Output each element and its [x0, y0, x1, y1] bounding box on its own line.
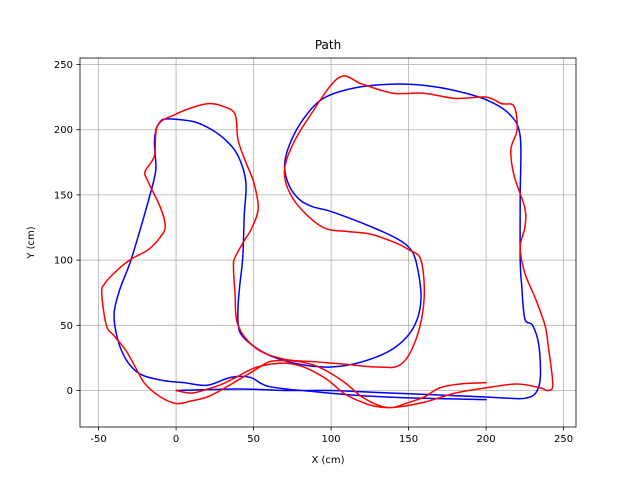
plot-frame: [79, 57, 577, 428]
y-tick-label: 200: [54, 125, 73, 136]
axis-ticks: -50 0 50 100 150 200 250 0 50 100 150 200 250: [54, 60, 573, 445]
x-tick-label: 100: [322, 434, 341, 445]
y-tick-label: 50: [60, 321, 73, 332]
y-tick-label: 150: [54, 190, 73, 201]
x-tick-label: 200: [477, 434, 496, 445]
series-line-2: [100, 75, 554, 409]
y-tick-label: 100: [54, 256, 73, 267]
x-tick-label: 50: [247, 434, 260, 445]
x-tick-label: -50: [90, 434, 106, 445]
grid: [80, 58, 576, 427]
y-tick-label: 250: [54, 60, 73, 71]
x-tick-label: 150: [399, 434, 418, 445]
x-tick-label: 250: [554, 434, 573, 445]
x-axis-label: X (cm): [311, 455, 344, 466]
x-tick-label: 0: [173, 434, 179, 445]
y-axis-label: Y (cm): [26, 226, 37, 259]
series-line-1: [113, 83, 542, 401]
y-tick-label: 0: [67, 386, 73, 397]
series-group: [100, 75, 554, 409]
chart-title: Path: [315, 38, 341, 52]
